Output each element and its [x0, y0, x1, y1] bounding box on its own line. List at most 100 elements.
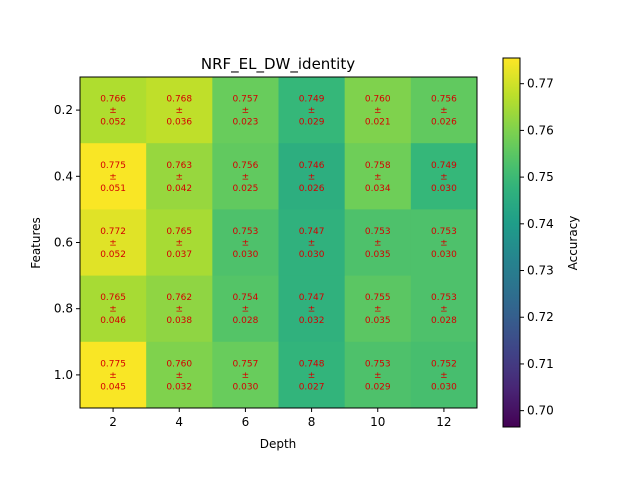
cell-mean-label: 0.749: [299, 95, 325, 105]
cell-pm-label: ±: [308, 371, 316, 381]
cell-std-label: 0.035: [365, 316, 391, 326]
cell-pm-label: ±: [374, 106, 382, 116]
cell-mean-label: 0.762: [166, 293, 192, 303]
cell-std-label: 0.052: [100, 118, 126, 128]
cell-pm-label: ±: [308, 172, 316, 182]
heatmap-cell: [212, 209, 279, 277]
cell-std-label: 0.038: [166, 316, 192, 326]
heatmap-cell: [278, 275, 346, 343]
cell-labels: 0.766±0.0520.768±0.0360.757±0.0230.749±0…: [100, 95, 457, 393]
cell-mean-label: 0.758: [365, 161, 391, 171]
cell-std-label: 0.032: [299, 316, 325, 326]
y-tick-label: 0.6: [54, 236, 73, 250]
cell-pm-label: ±: [175, 371, 183, 381]
heatmap-cells: [80, 77, 478, 409]
cell-pm-label: ±: [109, 106, 117, 116]
cell-mean-label: 0.755: [365, 293, 391, 303]
cell-std-label: 0.026: [431, 118, 457, 128]
heatmap-cell: [278, 77, 346, 144]
heatmap-cell: [146, 143, 213, 210]
y-tick-label: 0.8: [54, 302, 73, 316]
cell-mean-label: 0.753: [431, 227, 457, 237]
heatmap-cell: [410, 77, 478, 144]
cell-pm-label: ±: [242, 305, 250, 315]
cell-std-label: 0.029: [365, 382, 391, 392]
cell-std-label: 0.030: [431, 184, 457, 194]
x-axis-label: Depth: [260, 437, 297, 451]
cell-mean-label: 0.752: [431, 359, 457, 369]
cell-std-label: 0.035: [365, 250, 391, 260]
cell-mean-label: 0.746: [299, 161, 325, 171]
x-tick-label: 4: [175, 415, 183, 429]
x-tick-label: 10: [370, 415, 385, 429]
cell-pm-label: ±: [175, 106, 183, 116]
heatmap-cell: [278, 341, 346, 409]
heatmap-cell: [80, 275, 147, 343]
cell-pm-label: ±: [175, 305, 183, 315]
cell-std-label: 0.028: [431, 316, 457, 326]
y-axis-ticks: 0.2 0.4 0.6 0.8 1.0: [54, 103, 80, 382]
cell-std-label: 0.023: [233, 118, 259, 128]
cell-std-label: 0.029: [299, 118, 325, 128]
heatmap-cell: [410, 143, 478, 210]
cell-std-label: 0.027: [299, 382, 325, 392]
colorbar-tick-label: 0.75: [527, 170, 554, 184]
cell-std-label: 0.051: [100, 184, 126, 194]
cell-pm-label: ±: [308, 106, 316, 116]
cell-std-label: 0.030: [233, 250, 259, 260]
heatmap-cell: [212, 275, 279, 343]
cell-pm-label: ±: [175, 239, 183, 249]
y-tick-label: 1.0: [54, 368, 73, 382]
heatmap-cell: [80, 341, 147, 409]
cell-pm-label: ±: [242, 172, 250, 182]
y-axis-label: Features: [29, 217, 43, 269]
heatmap-cell: [146, 77, 213, 144]
heatmap-cell: [212, 77, 279, 144]
colorbar-tick-label: 0.72: [527, 310, 554, 324]
colorbar-ticks: 0.70 0.71 0.72 0.73 0.74 0.75 0.76 0.77: [520, 77, 554, 418]
colorbar-label: Accuracy: [566, 216, 580, 271]
heatmap-cell: [146, 341, 213, 409]
cell-mean-label: 0.747: [299, 293, 325, 303]
cell-pm-label: ±: [109, 239, 117, 249]
heatmap-cell: [278, 209, 346, 277]
heatmap-cell: [80, 143, 147, 210]
heatmap-cell: [344, 209, 412, 277]
cell-std-label: 0.046: [100, 316, 126, 326]
heatmap-cell: [344, 143, 412, 210]
cell-pm-label: ±: [374, 239, 382, 249]
cell-pm-label: ±: [308, 239, 316, 249]
cell-std-label: 0.026: [299, 184, 325, 194]
cell-pm-label: ±: [440, 239, 448, 249]
cell-std-label: 0.032: [166, 382, 192, 392]
cell-std-label: 0.037: [166, 250, 192, 260]
cell-std-label: 0.025: [233, 184, 259, 194]
colorbar-tick-label: 0.71: [527, 357, 554, 371]
chart-title: NRF_EL_DW_identity: [201, 55, 355, 74]
cell-mean-label: 0.772: [100, 227, 126, 237]
cell-mean-label: 0.775: [100, 359, 126, 369]
cell-pm-label: ±: [109, 371, 117, 381]
cell-pm-label: ±: [109, 172, 117, 182]
cell-mean-label: 0.763: [166, 161, 192, 171]
cell-mean-label: 0.747: [299, 227, 325, 237]
heatmap-cell: [278, 143, 346, 210]
x-tick-label: 12: [436, 415, 451, 429]
cell-std-label: 0.030: [431, 250, 457, 260]
cell-mean-label: 0.753: [365, 359, 391, 369]
cell-pm-label: ±: [440, 172, 448, 182]
cell-pm-label: ±: [374, 305, 382, 315]
cell-pm-label: ±: [440, 106, 448, 116]
heatmap-cell: [212, 341, 279, 409]
cell-mean-label: 0.775: [100, 161, 126, 171]
heatmap-cell: [344, 275, 412, 343]
x-tick-label: 2: [109, 415, 117, 429]
heatmap-cell: [410, 209, 478, 277]
colorbar: [502, 57, 521, 428]
cell-pm-label: ±: [308, 305, 316, 315]
cell-pm-label: ±: [175, 172, 183, 182]
heatmap-cell: [146, 209, 213, 277]
heatmap-cell: [344, 341, 412, 409]
colorbar-tick-label: 0.74: [527, 217, 554, 231]
cell-std-label: 0.030: [299, 250, 325, 260]
